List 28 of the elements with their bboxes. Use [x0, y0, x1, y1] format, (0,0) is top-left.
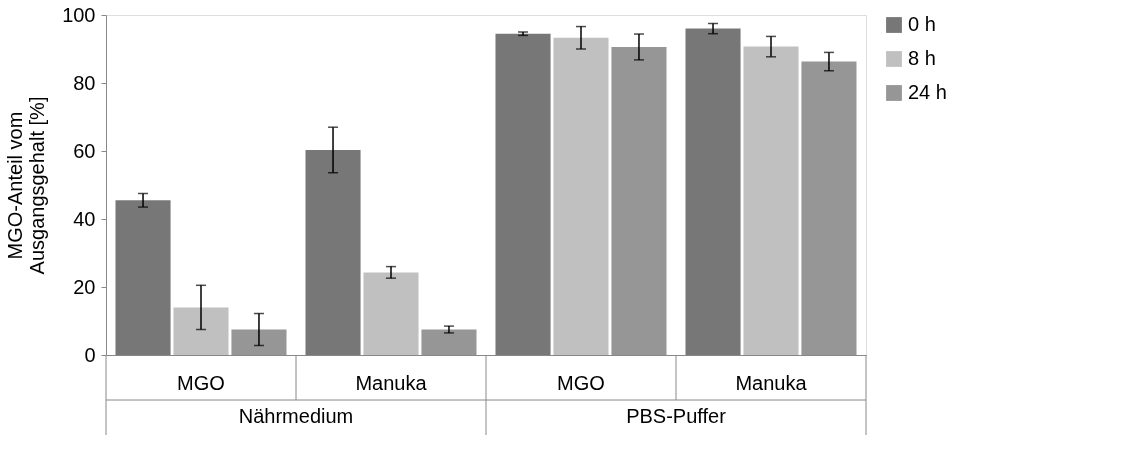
x-tick-label: Manuka [355, 371, 428, 394]
legend-label: 24 h [908, 81, 947, 103]
y-axis-title: MGO-Anteil vom Ausgangsgehalt [%] [4, 96, 49, 275]
bar [801, 61, 857, 355]
bar [421, 329, 477, 355]
x-tick-label: MGO [557, 371, 605, 394]
bar [363, 272, 419, 355]
text: Nährmedium [238, 405, 354, 427]
bar [685, 28, 741, 355]
y-tick-label: 100 [62, 3, 96, 26]
bar [173, 307, 229, 355]
y-tick-label: 80 [73, 71, 96, 94]
legend-label: 8 h [908, 47, 936, 69]
bar [611, 46, 667, 355]
bar [231, 329, 287, 355]
x-tick-label: Manuka [735, 371, 808, 394]
x-tick-label: MGO [177, 371, 225, 394]
bar [553, 37, 609, 355]
text: PBS-Puffer [626, 405, 727, 427]
bar [115, 200, 171, 355]
bar [305, 149, 361, 355]
bar [495, 33, 551, 355]
y-tick-label: 40 [73, 207, 96, 230]
bar [743, 46, 799, 355]
y-tick-label: 20 [73, 275, 96, 298]
y-tick-label: 60 [73, 139, 96, 162]
legend-label: 0 h [908, 13, 936, 35]
y-tick-label: 0 [84, 343, 96, 366]
